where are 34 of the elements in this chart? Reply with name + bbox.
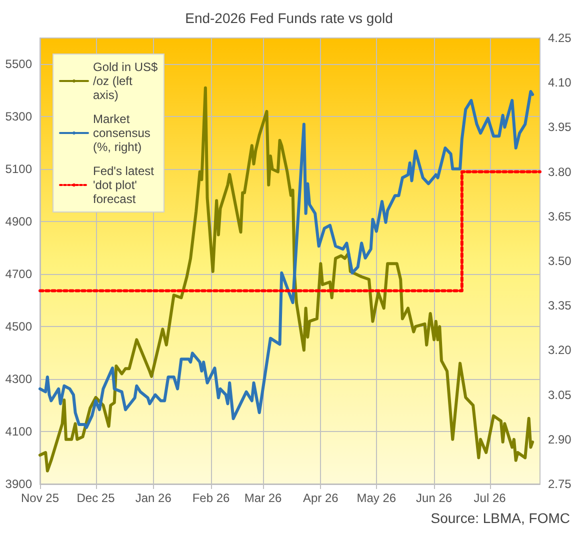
y2-tick-label: 3.95: [548, 120, 572, 134]
y-tick-label: 4300: [5, 372, 32, 386]
y2-tick-label: 4.10: [548, 76, 572, 90]
legend-label: Fed's latest 'dot plot' forecast: [93, 164, 158, 206]
y-tick-label: 5500: [5, 57, 32, 72]
y2-tick-label: 3.50: [548, 254, 572, 268]
y2-tick-label: 3.35: [548, 298, 572, 313]
x-tick-label: Apr 26: [302, 491, 339, 505]
x-tick-label: Jun 26: [416, 491, 452, 505]
y-tick-label: 3900: [5, 477, 32, 491]
y2-tick-label: 2.90: [548, 432, 572, 446]
y-tick-label: 4900: [5, 214, 32, 229]
y2-tick-label: 2.75: [548, 477, 572, 491]
x-tick-label: Feb 26: [192, 491, 230, 505]
x-tick-label: Mar 26: [244, 491, 282, 505]
x-tick-label: Jan 26: [135, 491, 172, 505]
x-tick-label: Dec 25: [76, 491, 116, 505]
y2-tick-label: 3.20: [548, 343, 572, 358]
y2-tick-label: 3.65: [548, 209, 572, 224]
x-tick-label: Nov 25: [20, 491, 60, 505]
y-tick-label: 4500: [5, 320, 32, 334]
chart-title: End-2026 Fed Funds rate vs gold: [185, 10, 393, 26]
y-tick-label: 5100: [5, 162, 32, 176]
source-note: Source: LBMA, FOMC: [430, 510, 570, 526]
legend-label: Gold in US$/oz (left axis): [93, 60, 158, 102]
legend-label: Market consensus (%, right): [93, 112, 154, 154]
y2-tick-label: 3.05: [548, 388, 572, 402]
y2-tick-label: 3.80: [548, 164, 572, 179]
y-tick-label: 4100: [5, 424, 32, 439]
x-tick-label: Jul 26: [474, 491, 506, 505]
y-tick-label: 5300: [5, 110, 32, 124]
y2-tick-label: 4.25: [548, 31, 572, 45]
y-tick-label: 4700: [5, 267, 32, 282]
x-tick-label: May 26: [356, 491, 396, 505]
